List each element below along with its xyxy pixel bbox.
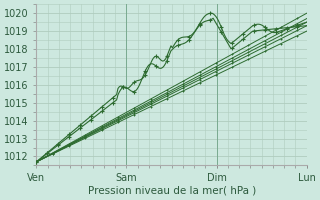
X-axis label: Pression niveau de la mer( hPa ): Pression niveau de la mer( hPa )	[88, 186, 256, 196]
